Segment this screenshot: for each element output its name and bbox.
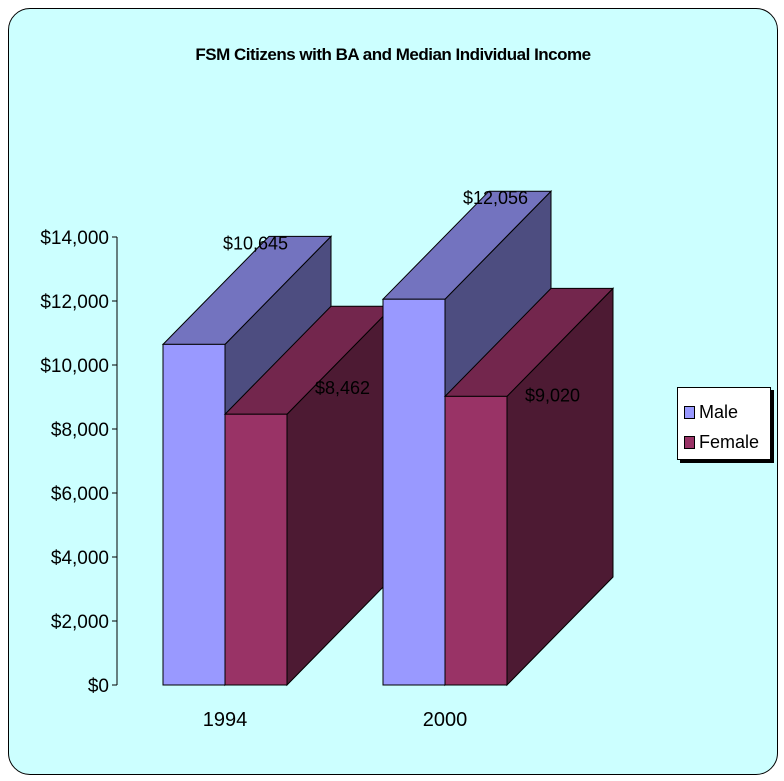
legend-swatch-male: [684, 405, 695, 419]
y-tick-label: $0: [88, 676, 109, 697]
legend-item-male: Male: [684, 400, 738, 424]
y-tick-label: $10,000: [40, 356, 109, 377]
legend-swatch-female: [684, 435, 695, 449]
bar-female-2000: [444, 395, 508, 686]
data-label-female-1994: $8,462: [315, 378, 370, 398]
y-axis: $0 $2,000 $4,000 $6,000 $8,000 $10,000 $12,000…: [40, 228, 118, 697]
y-tick-label: $2,000: [51, 612, 109, 633]
y-tick-label: $12,000: [40, 292, 109, 313]
bar-female-1994: [224, 413, 288, 686]
data-label-male-2000: $12,056: [463, 188, 528, 208]
y-tick-label: $8,000: [51, 420, 109, 441]
chart-title: FSM Citizens with BA and Median Individu…: [195, 45, 591, 64]
legend-label-male: Male: [699, 401, 739, 422]
legend-item-female: Female: [684, 430, 759, 454]
data-label-male-1994: $10,645: [223, 233, 288, 253]
legend: Male Female: [677, 387, 771, 460]
bar-male-2000: [382, 298, 446, 686]
y-tick-label: $4,000: [51, 548, 109, 569]
x-tick-label-2000: 2000: [423, 709, 468, 731]
bar-male-1994: [162, 343, 226, 686]
data-labels: $10,645 $8,462 1994 $12,056 $9,020 2000: [203, 188, 580, 731]
y-tick-label: $6,000: [51, 484, 109, 505]
y-tick-label: $14,000: [40, 228, 109, 249]
legend-label-female: Female: [699, 431, 760, 452]
x-tick-label-1994: 1994: [203, 709, 248, 731]
bars: [161, 189, 615, 687]
data-label-female-2000: $9,020: [525, 385, 580, 405]
